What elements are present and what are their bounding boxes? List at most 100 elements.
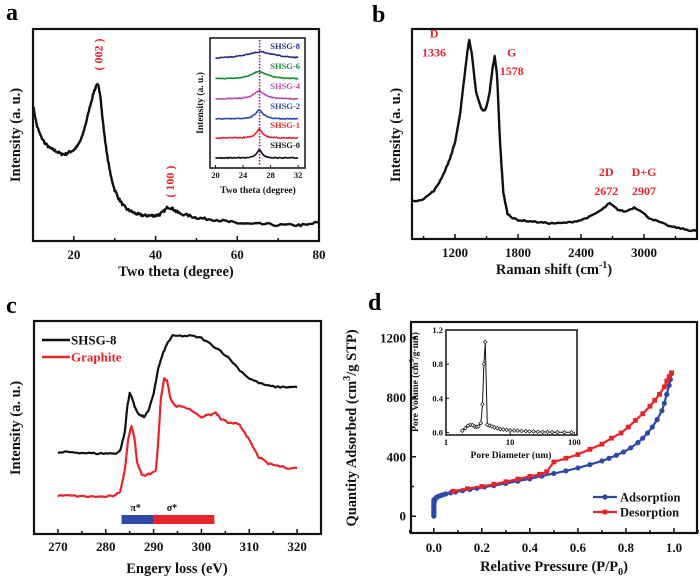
panel-c-x-tick-label: 310 xyxy=(240,539,260,554)
panel-d-x-tick-label: 0.0 xyxy=(426,540,442,555)
raman-series-line xyxy=(412,38,698,233)
panel-d-inset-frame xyxy=(445,329,578,436)
panel-b-x-tick-label: 1800 xyxy=(505,245,531,260)
psd-point xyxy=(480,401,485,407)
panel-a-x-tick-label: 60 xyxy=(231,247,244,262)
adsorption-point xyxy=(659,408,665,414)
panel-d-inset-y-title-end: /g·nm) xyxy=(410,332,421,360)
panel-a-frame xyxy=(31,27,321,243)
panel-d-x-tick-label: 0.2 xyxy=(474,540,490,555)
raman-peak-annotation: 2672 xyxy=(594,184,618,198)
desorption-point xyxy=(527,473,533,479)
raman-peak-annotation: 1578 xyxy=(500,64,524,78)
inset-x-tick-label: 32 xyxy=(294,170,303,180)
psd-point xyxy=(460,428,465,434)
transition-bar-segment xyxy=(121,515,154,524)
panel-a-y-title: Intensity (a. u.) xyxy=(8,88,24,182)
peak-annotation: ( 002 ) xyxy=(91,38,105,70)
panel-d-inset: 1 10 100 0.0 0.4 0.8 1.2 Pore Diameter (nm) Po… xyxy=(408,325,581,461)
panel-b-y-title: Intensity (a. u.) xyxy=(388,88,404,182)
panel-a-annotations: ( 002 ) ( 100 ) xyxy=(91,38,177,197)
panel-d-y-title-end: /g STP) xyxy=(344,329,360,376)
adsorption-point xyxy=(635,440,641,446)
panel-b-plot-area xyxy=(412,38,698,233)
raman-peak-annotation: D xyxy=(430,26,439,40)
adsorption-point xyxy=(664,391,670,397)
transition-bar-segment xyxy=(153,515,215,524)
panel-d-inset-y-title-main: Pore Volume (cm xyxy=(410,362,421,432)
legend-marker xyxy=(602,494,608,500)
inset-y-tick-label: 0.0 xyxy=(432,427,443,437)
psd-point xyxy=(492,425,497,430)
transition-label: σ* xyxy=(167,503,177,514)
desorption-point xyxy=(544,469,550,475)
desorption-point xyxy=(575,452,581,457)
psd-point xyxy=(549,429,555,435)
adsorption-point xyxy=(443,491,449,497)
psd-point xyxy=(487,423,493,428)
inset-x-tick-label: 10 xyxy=(506,437,515,447)
desorption-point xyxy=(647,403,653,409)
inset-series-line xyxy=(215,108,299,121)
desorption-point xyxy=(640,411,646,417)
panel-label-d: d xyxy=(368,290,382,316)
adsorption-point xyxy=(599,458,605,464)
panel-label-c: c xyxy=(6,293,17,319)
panel-c-legend: SHSG-8 Graphite xyxy=(42,333,122,365)
psd-point xyxy=(497,426,503,432)
inset-x-tick-label: 1 xyxy=(444,437,448,447)
xrd-series-line xyxy=(31,82,320,228)
psd-point xyxy=(531,429,536,434)
panel-d-inset-axes: 1 10 100 0.0 0.4 0.8 1.2 xyxy=(432,325,580,447)
inset-series-label: SHSG-8 xyxy=(270,41,300,51)
adsorption-point xyxy=(587,462,593,468)
panel-c-y-title: Intensity (a. u.) xyxy=(8,381,24,475)
psd-point xyxy=(483,339,488,345)
desorption-point xyxy=(450,488,456,494)
panel-label-b: b xyxy=(372,2,385,28)
adsorption-point xyxy=(654,417,660,423)
desorption-point xyxy=(515,476,521,482)
panel-a-x-tick-label: 40 xyxy=(149,247,162,262)
panel-d-y-tick-label: 0 xyxy=(400,509,407,524)
panel-a-x-title: Two theta (degree) xyxy=(118,264,234,280)
panel-d-x-tick-label: 0.8 xyxy=(618,540,635,555)
panel-c-x-title: Engery loss (eV) xyxy=(126,561,228,577)
inset-series-label: SHSG-2 xyxy=(270,101,300,111)
psd-point xyxy=(540,429,545,435)
panel-b-annotations: D 1336 G 1578 2D 2672 D+G 2907 xyxy=(422,26,656,198)
inset-series-line xyxy=(215,147,299,160)
desorption-point xyxy=(537,471,542,477)
desorption-point xyxy=(479,484,485,489)
panel-a-inset-frame xyxy=(209,37,306,169)
inset-x-tick-label: 100 xyxy=(568,437,581,447)
legend-label: SHSG-8 xyxy=(71,333,117,348)
inset-x-tick-label: 28 xyxy=(266,170,275,180)
psd-point xyxy=(523,428,529,434)
psd-point xyxy=(484,422,490,428)
panel-d-y-title: Quantity Adsorbed (cm3/g STP) xyxy=(342,329,360,526)
desorption-point xyxy=(503,479,509,485)
panel-d-inset-x-title: Pore Diameter (nm) xyxy=(471,450,552,461)
panel-c-x-tick-label: 270 xyxy=(48,539,68,554)
adsorption-point xyxy=(575,465,581,471)
desorption-point xyxy=(657,391,662,397)
inset-series-line xyxy=(215,70,299,81)
psd-point xyxy=(504,427,509,433)
desorption-point xyxy=(633,417,638,423)
panel-c-x-tick-label: 300 xyxy=(192,539,212,554)
panel-d-inset-y-title: Pore Volume (cm3/g·nm) xyxy=(408,332,421,432)
desorption-point xyxy=(609,435,614,441)
psd-point xyxy=(463,425,468,431)
eels-series-shsg-8 xyxy=(57,334,298,456)
inset-series-label: SHSG-4 xyxy=(270,81,301,91)
panel-a-inset-x-axis: 20 24 28 32 xyxy=(211,165,302,180)
panel-d-x-title-main: Relative Pressure (P/P xyxy=(480,559,618,575)
legend-label: Adsorption xyxy=(620,491,680,505)
legend-label: Desorption xyxy=(620,506,679,520)
panel-c-plot-area xyxy=(57,334,298,499)
desorption-point xyxy=(599,441,605,447)
panel-d-plot-area xyxy=(431,370,675,519)
psd-point xyxy=(511,428,517,433)
desorption-point xyxy=(669,370,674,376)
